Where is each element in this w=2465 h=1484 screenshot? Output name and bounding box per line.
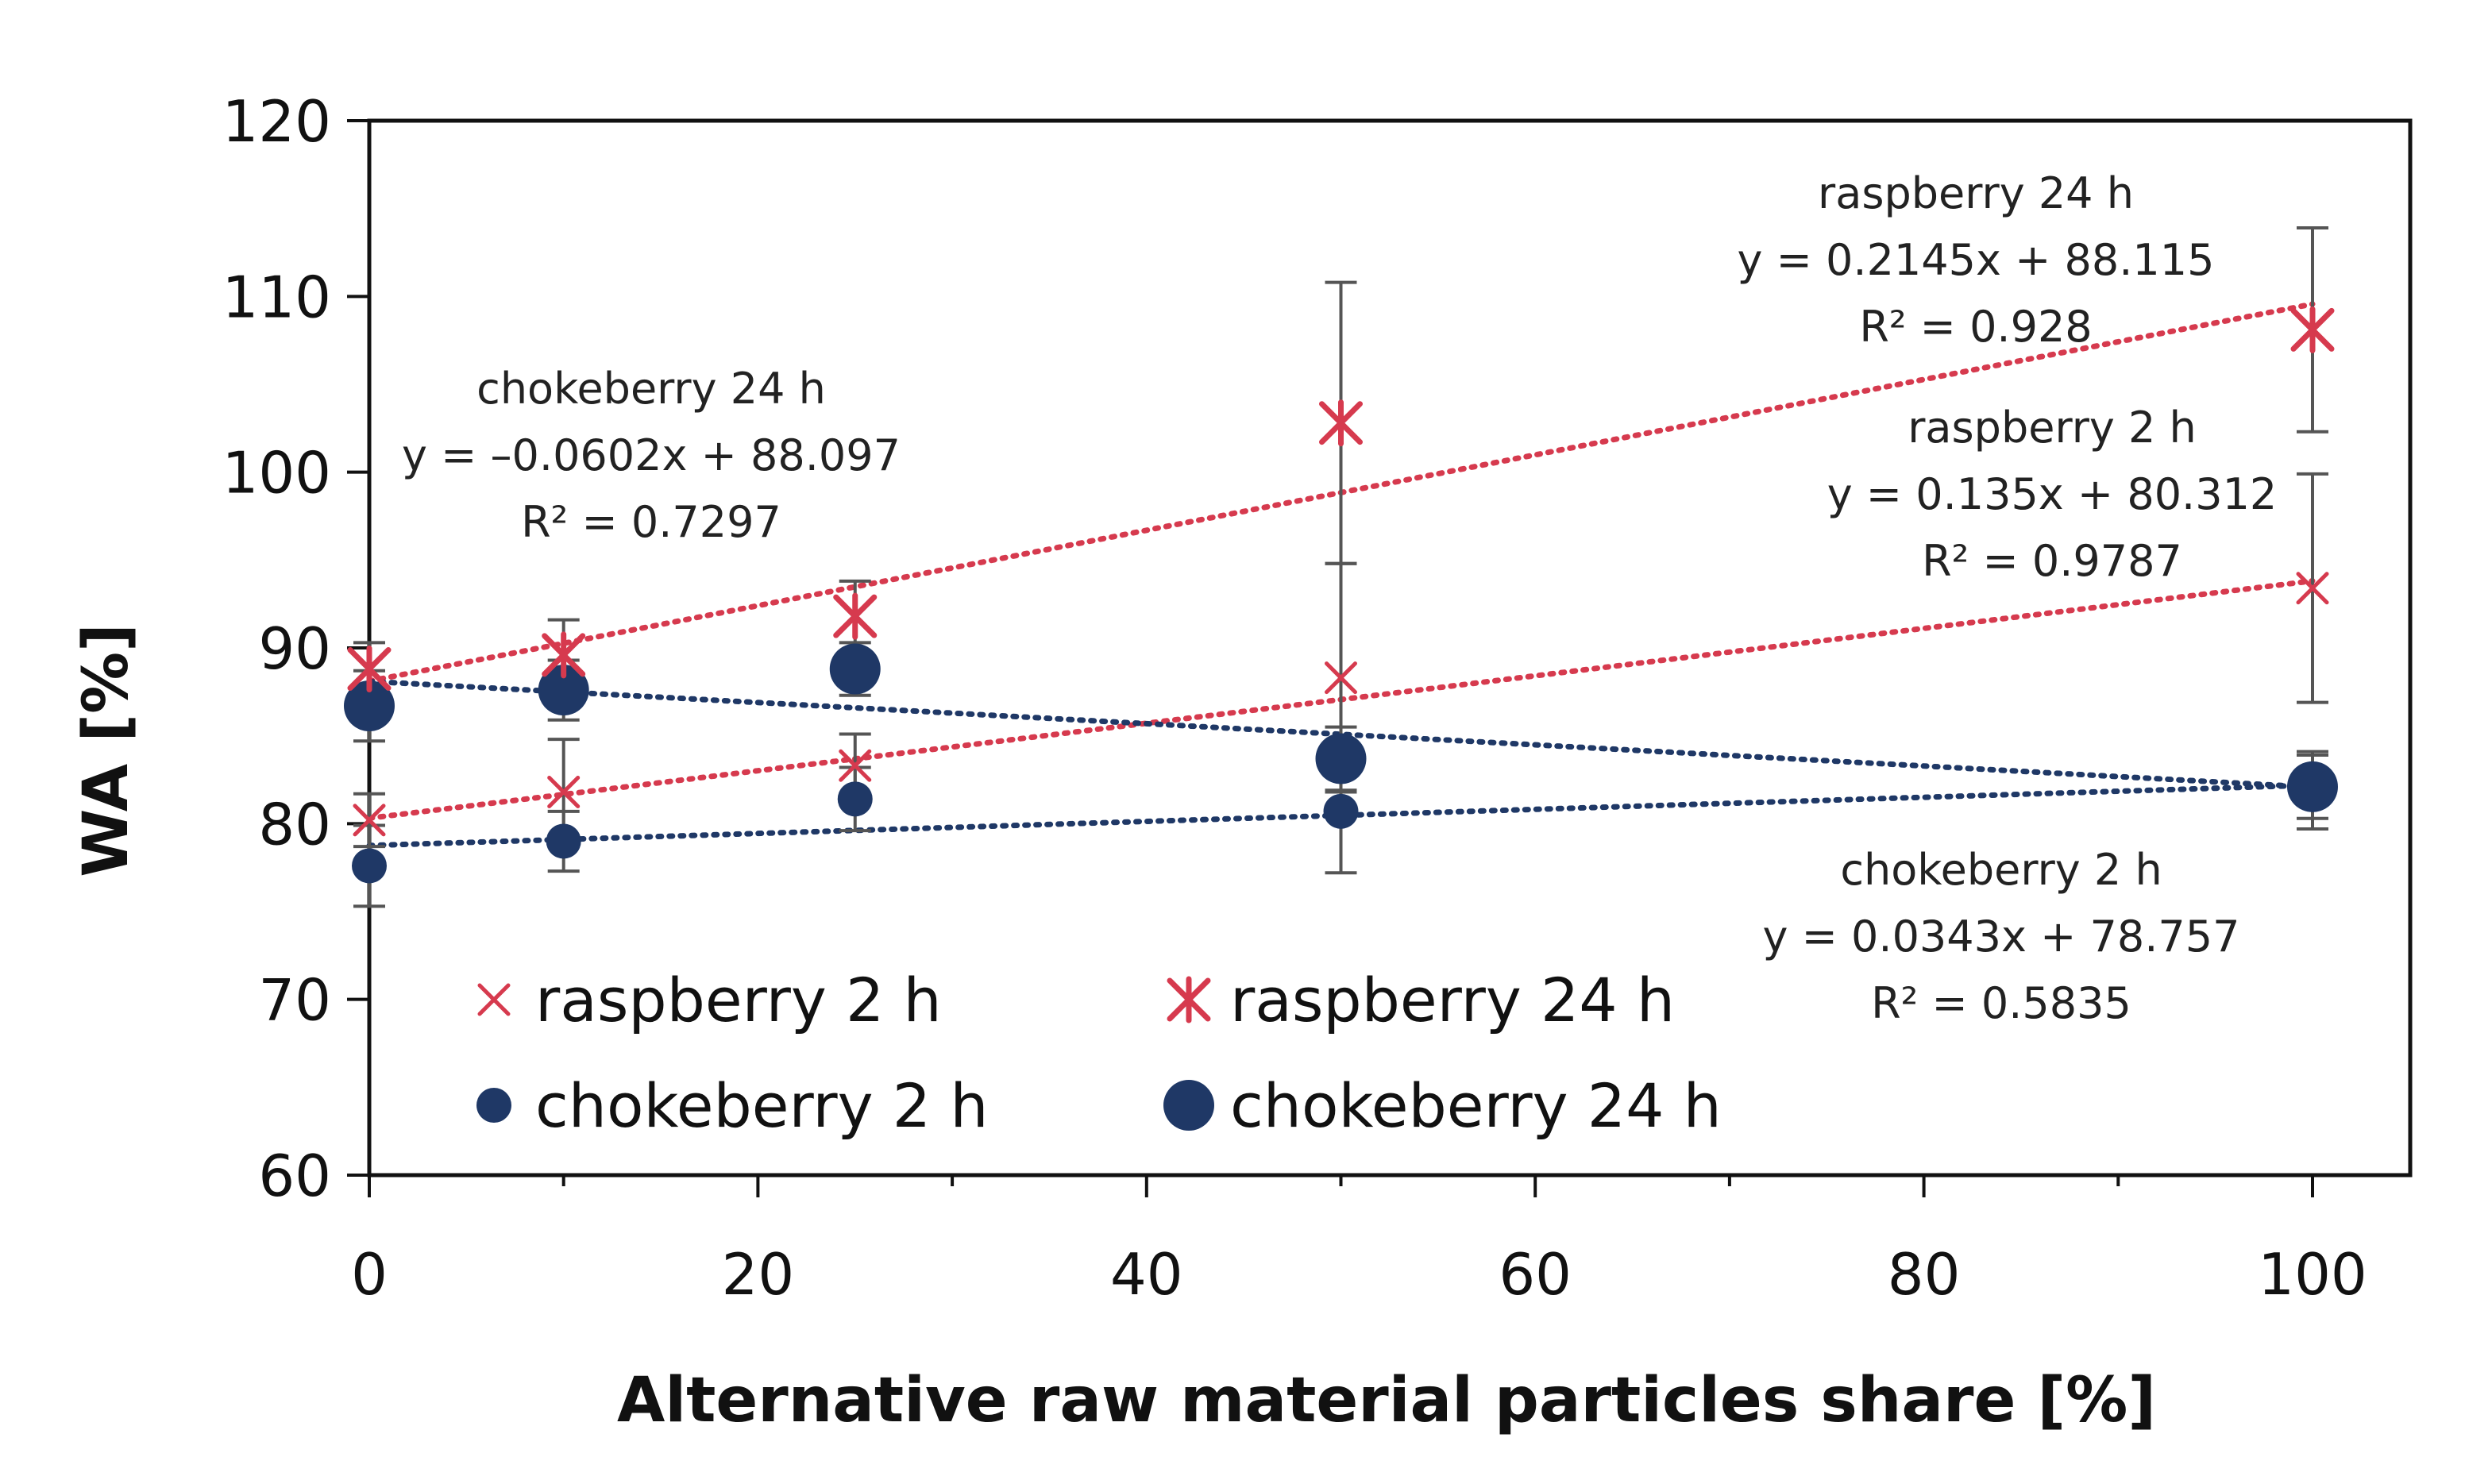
rasp24-equation-line: raspberry 24 h [1818, 168, 2134, 218]
choke2-equation-line: y = 0.0343x + 78.757 [1763, 912, 2240, 962]
legend-marker-choke2 [476, 1088, 511, 1123]
rasp24-equation-label: raspberry 24 h y = 0.2145x + 88.115 R² = 0… [1738, 168, 2215, 352]
rasp2-point [839, 749, 872, 782]
choke2-point [837, 781, 873, 817]
trend-annotations: raspberry 24 h y = 0.2145x + 88.115 R² = 0… [402, 168, 2277, 1028]
legend-marker-choke24 [1163, 1080, 1214, 1131]
choke24-equation-label: chokeberry 24 h y = –0.0602x + 88.097 R² =… [402, 364, 901, 547]
rasp2-equation-line: y = 0.135x + 80.312 [1827, 469, 2278, 519]
choke24-point [2287, 761, 2338, 812]
legend-item-choke24: chokeberry 24 h [1163, 1070, 1722, 1141]
choke24-point [829, 643, 881, 695]
legend-label-choke24: chokeberry 24 h [1230, 1070, 1722, 1141]
legend-marker-rasp24 [1167, 976, 1211, 1023]
y-tick-label: 60 [258, 1143, 331, 1209]
x-tick-label: 80 [1888, 1241, 1961, 1308]
legend-label-rasp2: raspberry 2 h [535, 965, 942, 1035]
choke24-point [344, 680, 395, 732]
choke2-equation-line: chokeberry 2 h [1840, 845, 2162, 895]
x-axis-title: Alternative raw material particles share… [617, 1365, 2156, 1436]
rasp2-point-stroke [1325, 661, 1357, 695]
choke24-point [538, 665, 589, 716]
legend-label-rasp24: raspberry 24 h [1230, 965, 1675, 1035]
y-axis-title: WA [%] [71, 623, 142, 877]
choke2-point [352, 848, 387, 884]
x-tick-label: 100 [2258, 1241, 2367, 1308]
choke24-equation-line: y = –0.0602x + 88.097 [402, 430, 901, 480]
rasp2-equation-label: raspberry 2 h y = 0.135x + 80.312 R² = 0.9… [1827, 403, 2278, 586]
legend-item-rasp24: raspberry 24 h [1167, 965, 1675, 1035]
x-tick-label: 20 [722, 1241, 795, 1308]
rasp2-point [547, 775, 581, 808]
data-points [344, 306, 2338, 884]
rasp2-equation-line: R² = 0.9787 [1922, 536, 2182, 586]
rasp24-equation-line: R² = 0.928 [1859, 302, 2092, 352]
rasp24-point [347, 646, 392, 693]
choke2-point [546, 823, 581, 859]
rasp2-point [2296, 572, 2329, 605]
x-tick-label: 60 [1499, 1241, 1572, 1308]
legend-item-choke2: chokeberry 2 h [476, 1070, 988, 1141]
axis-ticks: 60 70 80 90 100 110 120 0 20 40 60 80 100 [222, 88, 2367, 1308]
choke2-equation-label: chokeberry 2 h y = 0.0343x + 78.757 R² = 0… [1763, 845, 2240, 1028]
rasp2-point-stroke [2296, 572, 2329, 605]
rasp2-point-stroke [353, 804, 386, 837]
legend-label-choke2: chokeberry 2 h [535, 1070, 988, 1141]
rasp2-point-stroke [839, 749, 872, 782]
legend-marker-rasp2 [477, 983, 511, 1016]
y-tick-label: 100 [222, 440, 331, 507]
rasp24-point [1319, 399, 1363, 447]
y-tick-label: 70 [258, 967, 331, 1034]
x-tick-label: 0 [351, 1241, 388, 1308]
rasp2-point-stroke [547, 775, 581, 808]
choke2-equation-line: R² = 0.5835 [1871, 978, 2131, 1028]
y-tick-label: 120 [222, 88, 331, 155]
choke2-point [1323, 793, 1359, 829]
choke24-equation-line: chokeberry 24 h [476, 364, 826, 414]
choke24-point [1315, 733, 1367, 784]
legend: raspberry 2 h raspberry 24 h chokeberry 2 … [476, 965, 1722, 1141]
rasp2-equation-line: raspberry 2 h [1908, 403, 2197, 453]
rasp24-point [2290, 306, 2335, 353]
x-tick-label: 40 [1110, 1241, 1183, 1308]
choke24-equation-line: R² = 0.7297 [521, 497, 781, 547]
y-tick-label: 80 [258, 791, 331, 858]
y-tick-label: 110 [222, 264, 331, 330]
y-tick-label: 90 [258, 615, 331, 682]
rasp24-point [542, 631, 586, 679]
legend-marker-rasp2-stroke [477, 983, 511, 1016]
rasp24-equation-line: y = 0.2145x + 88.115 [1738, 235, 2215, 285]
rasp2-point [1325, 661, 1357, 695]
rasp24-point [833, 592, 878, 640]
legend-item-rasp2: raspberry 2 h [477, 965, 942, 1035]
rasp2-point [353, 804, 386, 837]
